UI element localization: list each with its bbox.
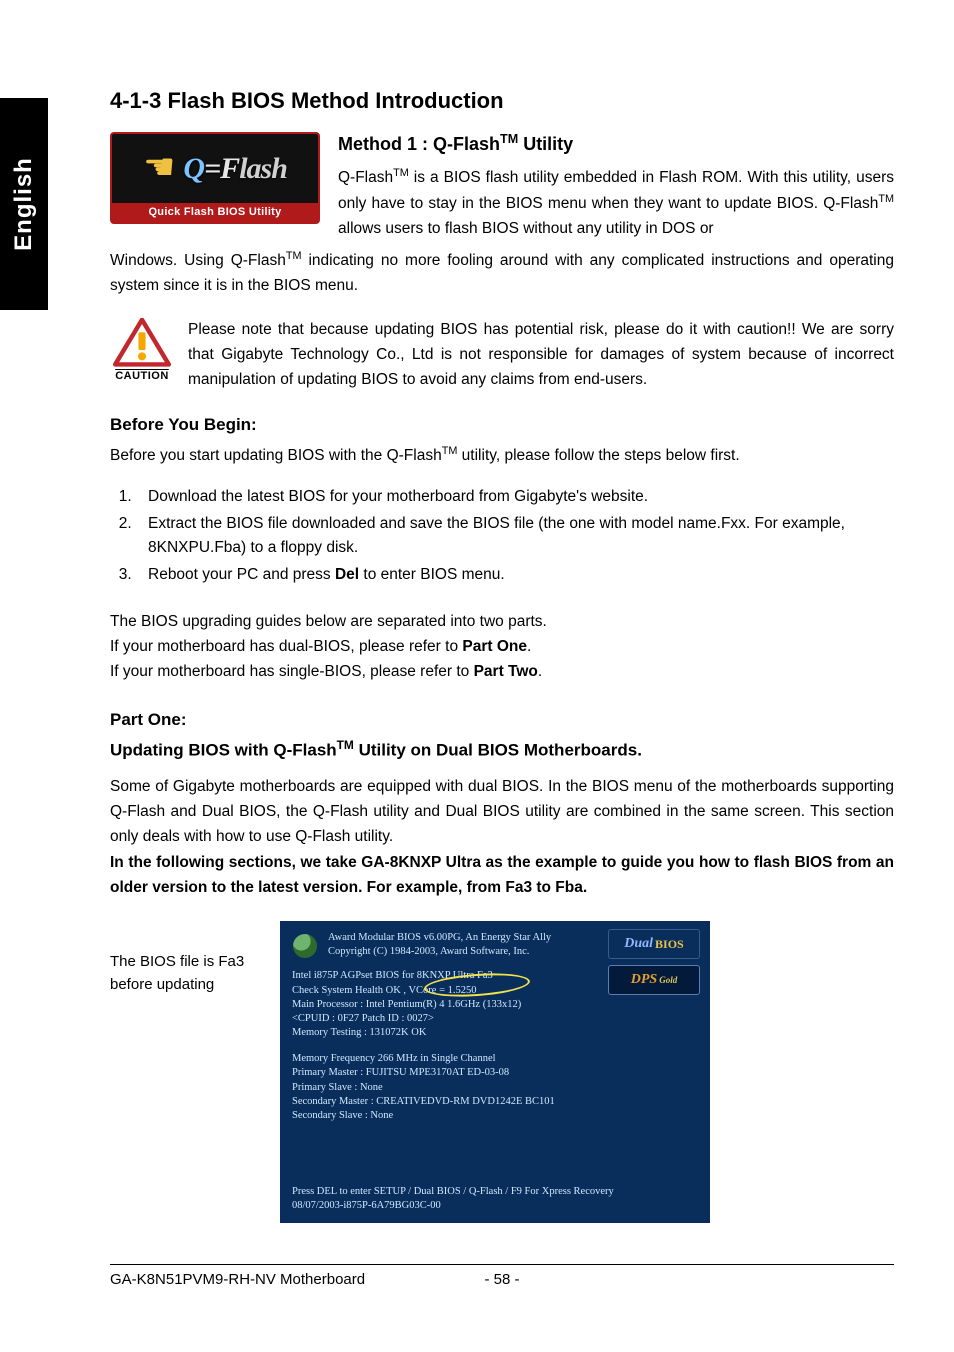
pointer-icon: ☚ xyxy=(143,146,175,188)
epa-logo-icon xyxy=(292,933,318,959)
page: English 4-1-3 Flash BIOS Method Introduc… xyxy=(0,0,954,1352)
content: 4-1-3 Flash BIOS Method Introduction ☚ Q… xyxy=(110,88,894,1223)
bios-badges: DualBIOS DPSGold xyxy=(608,929,700,995)
caution-label: CAUTION xyxy=(115,370,169,382)
language-label: English xyxy=(10,157,38,251)
method1-row: ☚ Q = F lash Quick Flash BIOS Utility Me… xyxy=(110,132,894,242)
section-title: 4-1-3 Flash BIOS Method Introduction xyxy=(110,88,894,114)
bios-screenshot: Award Modular BIOS v6.00PG, An Energy St… xyxy=(280,921,710,1223)
guide-line-3: If your motherboard has single-BIOS, ple… xyxy=(110,660,894,685)
before-steps: Download the latest BIOS for your mother… xyxy=(114,485,894,588)
guide-intro: The BIOS upgrading guides below are sepa… xyxy=(110,610,894,635)
qflash-logo: ☚ Q = F lash Quick Flash BIOS Utility xyxy=(110,132,320,224)
before-heading: Before You Begin: xyxy=(110,415,894,435)
list-item: Download the latest BIOS for your mother… xyxy=(136,485,894,510)
qflash-logo-top: ☚ Q = F lash xyxy=(112,134,318,203)
qflash-tagline: Quick Flash BIOS Utility xyxy=(112,203,318,222)
method1-p1: Q-FlashTM is a BIOS flash utility embedd… xyxy=(338,165,894,242)
bios-caption: The BIOS file is Fa3 before updating xyxy=(110,951,260,996)
before-intro: Before you start updating BIOS with the … xyxy=(110,443,894,469)
part-one-p1: Some of Gigabyte motherboards are equipp… xyxy=(110,775,894,849)
bios-block-2: Memory Frequency 266 MHz in Single Chann… xyxy=(292,1052,698,1123)
page-footer: GA-K8N51PVM9-RH-NV Motherboard - 58 - xyxy=(110,1264,894,1288)
caution-text: Please note that because updating BIOS h… xyxy=(188,318,894,392)
guide-line-2: If your motherboard has dual-BIOS, pleas… xyxy=(110,635,894,660)
list-item: Reboot your PC and press Del to enter BI… xyxy=(136,563,894,588)
footer-model: GA-K8N51PVM9-RH-NV Motherboard xyxy=(110,1271,365,1288)
language-tab: English xyxy=(0,98,48,310)
footer-page-number: - 58 - xyxy=(484,1271,519,1288)
method1-text: Method 1 : Q-FlashTM Utility Q-FlashTM i… xyxy=(338,132,894,242)
method1-heading: Method 1 : Q-FlashTM Utility xyxy=(338,132,894,155)
method1-p2: Windows. Using Q-FlashTM indicating no m… xyxy=(110,248,894,299)
part-one-heading: Part One: xyxy=(110,710,894,730)
dual-bios-badge: DualBIOS xyxy=(608,929,700,959)
part-one-p2: In the following sections, we take GA-8K… xyxy=(110,851,894,901)
bios-area: The BIOS file is Fa3 before updating Awa… xyxy=(110,921,894,1223)
bios-footer: Press DEL to enter SETUP / Dual BIOS / Q… xyxy=(292,1185,698,1213)
caution-row: CAUTION Please note that because updatin… xyxy=(110,318,894,392)
caution-icon: CAUTION xyxy=(110,318,174,382)
qflash-brand: Q = F lash xyxy=(183,152,287,186)
part-one-sub: Updating BIOS with Q-FlashTM Utility on … xyxy=(110,738,894,761)
list-item: Extract the BIOS file downloaded and sav… xyxy=(136,512,894,562)
dps-gold-badge: DPSGold xyxy=(608,965,700,995)
